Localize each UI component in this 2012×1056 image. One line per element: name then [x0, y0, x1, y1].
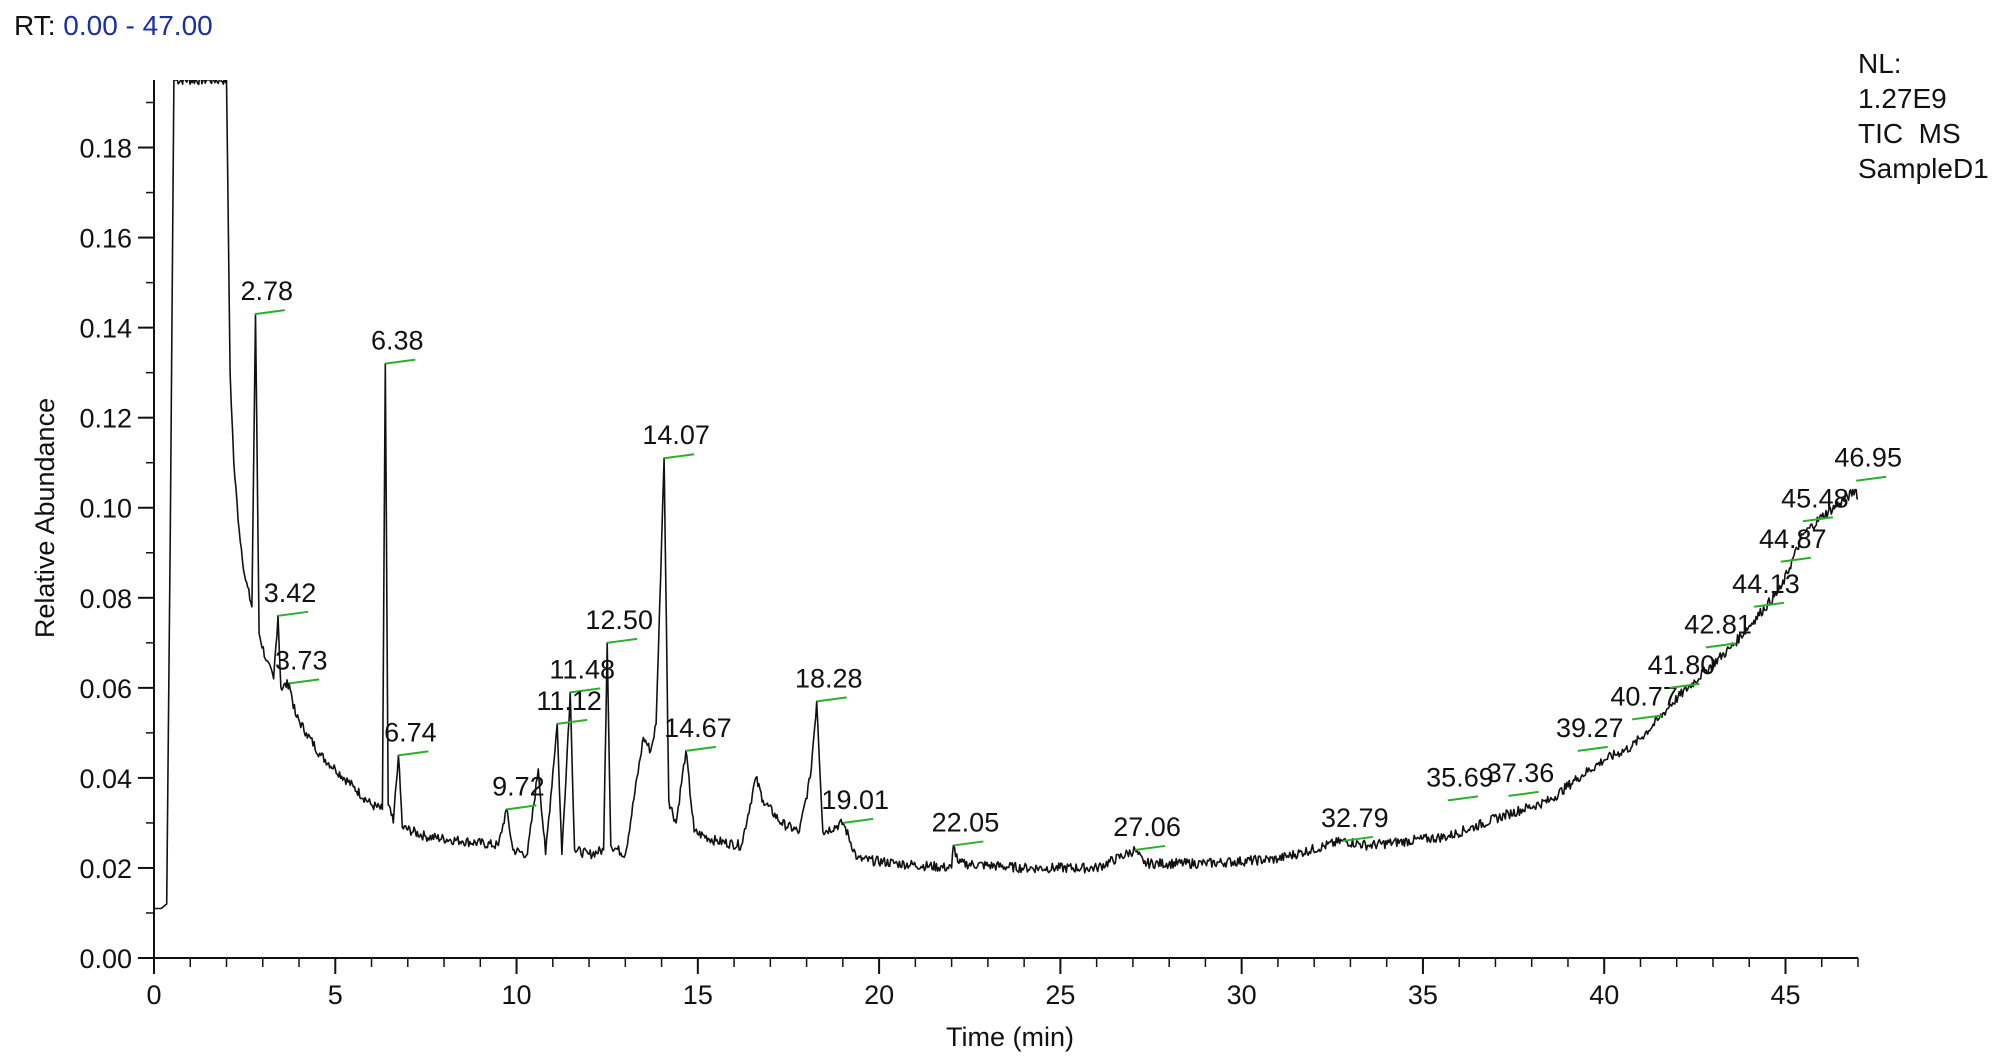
peak-label: 11.12 [536, 686, 602, 716]
sample-name: SampleD1 [1858, 153, 1989, 184]
series-line [154, 80, 1858, 910]
peak-marker [1705, 642, 1737, 649]
peak-label: 41.80 [1648, 650, 1716, 680]
peak-label: 44.13 [1732, 569, 1800, 599]
y-tick-label: 0.02 [79, 854, 132, 884]
peak-marker [1342, 835, 1373, 842]
peak-label: 3.73 [275, 645, 328, 675]
x-tick-label: 40 [1589, 980, 1619, 1010]
peak-marker [277, 610, 309, 617]
peak-marker [843, 817, 874, 824]
peak-label: 35.69 [1426, 762, 1494, 792]
normalization-info-box: NL: 1.27E9 TIC MS SampleD1 [1858, 46, 1989, 186]
peak-marker [1134, 844, 1166, 851]
peak-marker [1447, 795, 1479, 802]
peak-marker [685, 745, 716, 752]
peak-marker [1631, 714, 1663, 721]
peak-label: 6.74 [384, 717, 437, 747]
peak-label: 19.01 [821, 785, 889, 815]
x-tick-label: 5 [328, 980, 343, 1010]
rt-range-value: 0.00 - 47.00 [63, 10, 213, 41]
rt-range-header: RT: 0.00 - 47.00 [14, 10, 213, 42]
peak-marker [398, 750, 429, 757]
x-tick-label: 25 [1045, 980, 1075, 1010]
peak-marker [1669, 682, 1700, 689]
peak-marker [1577, 745, 1608, 752]
peak-label: 37.36 [1487, 758, 1555, 788]
peak-marker [557, 718, 588, 725]
peak-marker [1508, 790, 1539, 797]
peak-marker [506, 804, 537, 811]
peak-marker [1856, 475, 1887, 482]
peak-marker [1802, 516, 1834, 523]
y-tick-label: 0.18 [79, 134, 132, 164]
y-tick-label: 0.04 [79, 764, 132, 794]
peak-label: 32.79 [1321, 803, 1389, 833]
peak-label: 6.38 [371, 326, 424, 356]
peak-label: 46.95 [1834, 443, 1902, 473]
x-tick-label: 45 [1770, 980, 1800, 1010]
peak-label: 12.50 [585, 605, 653, 635]
peak-label: 22.05 [932, 807, 1000, 837]
x-tick-label: 30 [1227, 980, 1257, 1010]
y-axis-title: Relative Abundance [30, 398, 60, 638]
peak-label: 27.06 [1113, 812, 1181, 842]
peak-marker [663, 453, 695, 460]
peak-marker [385, 358, 416, 365]
y-tick-label: 0.14 [79, 314, 132, 344]
peak-label: 44.87 [1759, 524, 1827, 554]
peak-label: 14.07 [642, 420, 710, 450]
peak-label: 40.77 [1610, 681, 1678, 711]
peak-label: 42.81 [1684, 609, 1752, 639]
peak-marker [607, 637, 638, 644]
peak-label: 11.48 [549, 654, 615, 684]
y-tick-label: 0.08 [79, 584, 132, 614]
peak-label: 9.72 [492, 771, 545, 801]
x-tick-label: 35 [1408, 980, 1438, 1010]
peak-label: 14.67 [664, 713, 732, 743]
x-tick-label: 15 [683, 980, 713, 1010]
peak-label: 39.27 [1556, 713, 1624, 743]
peak-marker [1753, 601, 1785, 608]
x-tick-label: 10 [502, 980, 532, 1010]
chromatogram-trace [154, 80, 1858, 910]
y-tick-label: 0.00 [79, 944, 132, 974]
peak-marker [816, 696, 847, 703]
y-tick-label: 0.10 [79, 494, 132, 524]
peak-marker [254, 309, 285, 316]
scan-filter: TIC MS [1858, 118, 1961, 149]
peak-marker [953, 840, 984, 847]
peak-marker [289, 678, 320, 685]
nl-label: NL: [1858, 48, 1902, 79]
x-tick-label: 20 [864, 980, 894, 1010]
peak-label: 2.78 [241, 276, 294, 306]
x-tick-label: 0 [146, 980, 161, 1010]
y-tick-label: 0.12 [79, 404, 132, 434]
y-tick-label: 0.16 [79, 224, 132, 254]
peak-label: 3.42 [264, 578, 317, 608]
peak-marker [570, 687, 601, 694]
y-tick-label: 0.06 [79, 674, 132, 704]
peak-label: 18.28 [795, 663, 863, 693]
peak-marker [1780, 556, 1811, 563]
x-axis-title: Time (min) [946, 1022, 1074, 1052]
nl-value: 1.27E9 [1858, 83, 1947, 114]
peak-label: 45.48 [1781, 483, 1849, 513]
rt-prefix: RT: [14, 10, 56, 41]
axes: 0 5 10 15 20 25 30 35 40 45 0.00 0.02 0.04 0.06 0.08 0.… [79, 80, 1859, 1010]
